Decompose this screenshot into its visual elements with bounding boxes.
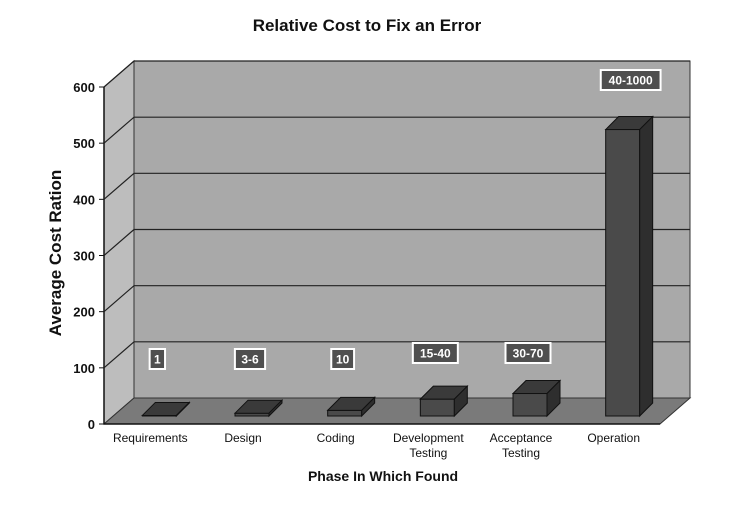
bar (233, 398, 284, 418)
category-label: Operation (587, 431, 640, 445)
data-label-text: 10 (336, 353, 350, 367)
bar-front (419, 398, 455, 417)
y-axis-label: Average Cost Ration (46, 170, 65, 337)
data-label: 15-40 (411, 342, 459, 364)
category-label-line: Coding (317, 431, 355, 445)
category-label-line: Testing (502, 446, 540, 460)
x-axis-label: Phase In Which Found (308, 468, 458, 484)
y-tick-label: 200 (73, 305, 95, 320)
data-label-text: 30-70 (513, 347, 544, 361)
bar (511, 379, 562, 418)
chart-walls (102, 59, 692, 426)
data-label: 3-6 (233, 348, 267, 370)
y-tick-label: 600 (73, 80, 95, 95)
category-labels: Requirements Design Coding Development Testi… (113, 431, 640, 460)
category-label: Design (224, 431, 261, 445)
bar-side (268, 398, 283, 418)
gridline (103, 341, 690, 369)
data-label-box (599, 69, 662, 91)
data-label-box (233, 348, 267, 370)
y-tick-label: 500 (73, 136, 95, 151)
bar (326, 396, 376, 418)
category-label-line: Development (393, 431, 464, 445)
bar-front (605, 129, 641, 417)
gridlines (103, 60, 690, 369)
data-label-box (504, 342, 552, 364)
data-label: 30-70 (504, 342, 552, 364)
bars (141, 115, 654, 418)
bar-side (175, 401, 190, 418)
data-label: 1 (148, 348, 167, 370)
bar (604, 115, 654, 418)
gridline (103, 60, 690, 88)
bar-side (453, 384, 468, 418)
y-tick-label: 100 (73, 361, 95, 376)
y-axis-ticks: 0 100 200 300 400 500 600 (73, 80, 104, 432)
category-label-line: Requirements (113, 431, 188, 445)
gridline (103, 228, 690, 256)
data-labels: 1 3-6 10 15-40 30-70 40-1000 (148, 69, 662, 370)
category-label-line: Acceptance (490, 431, 553, 445)
data-label-box (148, 348, 167, 370)
bar-side (361, 396, 376, 418)
data-label-box (330, 348, 356, 370)
bar-front (512, 393, 548, 417)
chart-title: Relative Cost to Fix an Error (253, 16, 482, 35)
bar-side (639, 115, 654, 418)
bar-front (327, 409, 363, 417)
gridline (103, 172, 690, 200)
bar (419, 384, 469, 418)
y-tick-label: 300 (73, 249, 95, 264)
data-label: 10 (330, 348, 356, 370)
y-tick-label: 400 (73, 192, 95, 207)
category-label: Coding (317, 431, 355, 445)
data-label-text: 1 (154, 353, 161, 367)
bar (141, 401, 191, 418)
category-label-line: Testing (409, 446, 447, 460)
floor (102, 397, 692, 425)
data-label-text: 40-1000 (609, 74, 653, 88)
category-label: Development Testing (393, 431, 464, 460)
category-label-line: Design (224, 431, 261, 445)
category-label-line: Operation (587, 431, 640, 445)
category-label: Requirements (113, 431, 188, 445)
gridline (103, 285, 690, 313)
category-label: Acceptance Testing (490, 431, 553, 460)
bar-side (546, 379, 561, 418)
y-tick-label: 0 (88, 417, 95, 432)
gridline (103, 116, 690, 144)
data-label-text: 15-40 (420, 347, 451, 361)
data-label-text: 3-6 (241, 353, 259, 367)
data-label-box (411, 342, 459, 364)
data-label: 40-1000 (599, 69, 662, 91)
